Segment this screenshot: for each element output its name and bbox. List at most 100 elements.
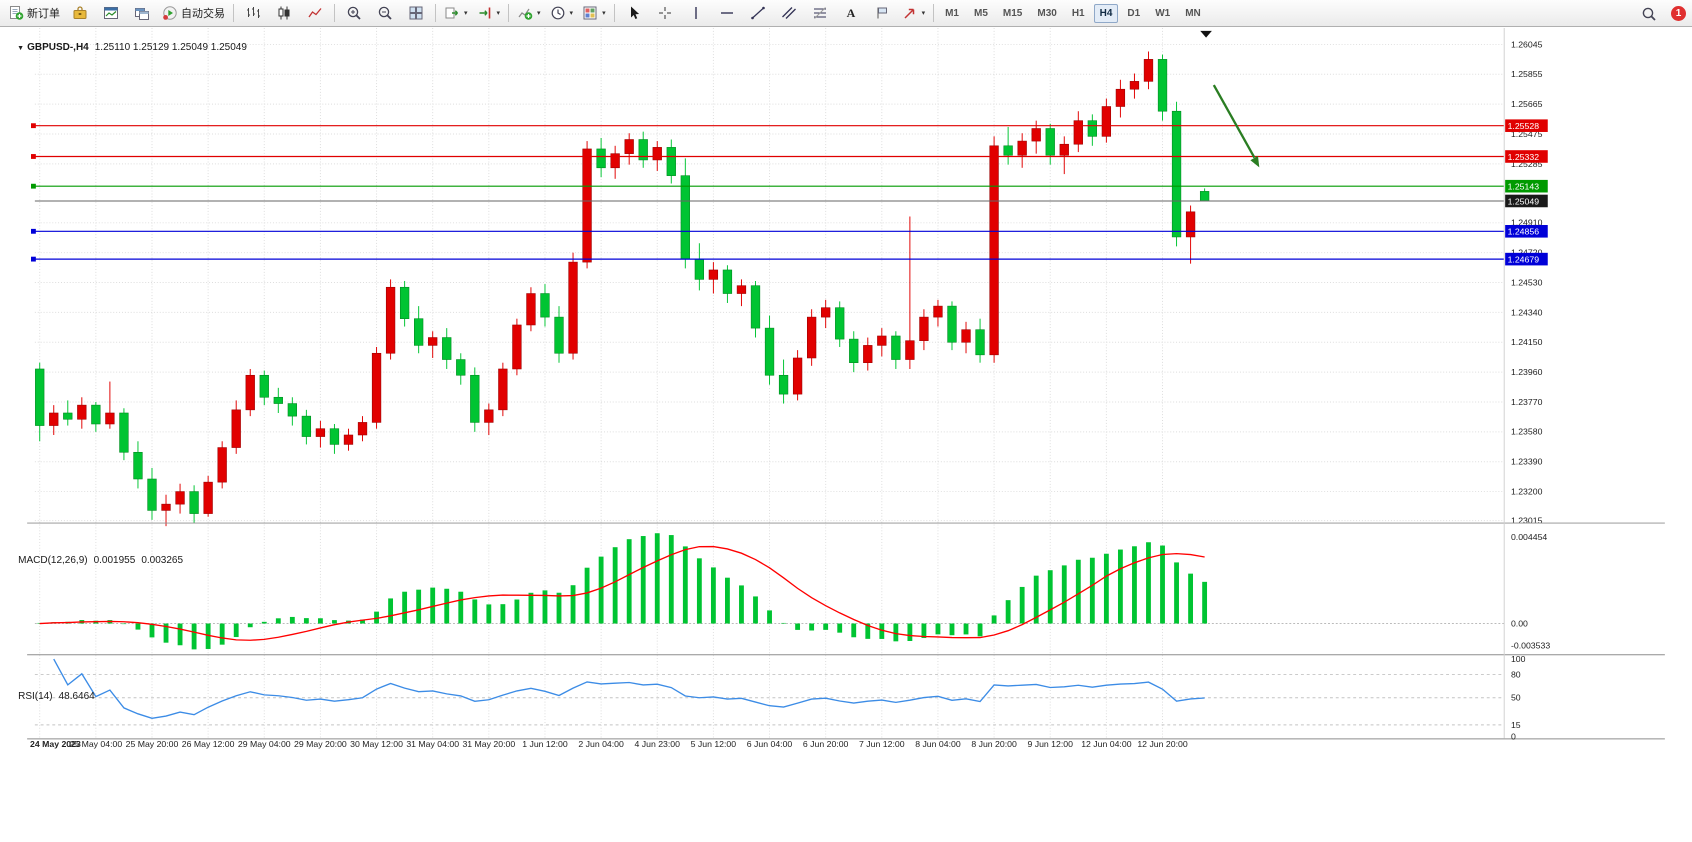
candle-body — [442, 337, 452, 360]
macd-bar — [851, 623, 857, 638]
periods-button[interactable]: ▾ — [546, 1, 578, 25]
candle-body — [1059, 143, 1069, 156]
price-axis-label: 1.24150 — [1511, 337, 1543, 347]
dropdown-caret-icon[interactable]: ▾ — [496, 10, 501, 17]
candle-body — [1157, 59, 1168, 112]
templates-button[interactable]: ▾ — [578, 1, 610, 25]
price-badge-label: 1.25528 — [1508, 121, 1540, 131]
profiles-button[interactable] — [127, 1, 157, 25]
timeframe-m1-button[interactable]: M1 — [945, 7, 959, 19]
macd-bar — [935, 623, 941, 635]
auto-trading-button[interactable]: 自动交易 — [158, 1, 229, 25]
candlestick-chart-button[interactable] — [269, 1, 299, 25]
price-axis-label: 1.23960 — [1511, 367, 1543, 377]
line-anchor-marker — [31, 123, 36, 129]
notification-badge[interactable]: 1 — [1671, 6, 1686, 21]
arrows-button[interactable]: ▾ — [898, 1, 930, 25]
dropdown-caret-icon[interactable]: ▾ — [569, 10, 574, 17]
timeframe-h1-button[interactable]: H1 — [1071, 7, 1085, 19]
objects-layer[interactable] — [31, 30, 1505, 262]
macd-bar — [584, 567, 590, 624]
candle-body — [1171, 110, 1182, 238]
chart-shift-marker[interactable] — [1200, 30, 1212, 38]
timeframe-w1-button[interactable]: W1 — [1155, 7, 1171, 19]
dropdown-caret-icon[interactable]: ▾ — [464, 10, 468, 17]
chart-shift-button[interactable]: ▾ — [473, 1, 505, 25]
dropdown-caret-icon[interactable]: ▾ — [602, 10, 606, 17]
new-order-button[interactable]: 新订单 — [4, 1, 64, 25]
price-axis-label: 1.23390 — [1511, 457, 1543, 467]
time-axis-label: 5 Jun 12:00 — [691, 739, 737, 749]
timeframe-d1-button[interactable]: D1 — [1127, 7, 1141, 19]
macd-bar — [388, 598, 394, 624]
bar-chart-button[interactable] — [238, 1, 268, 25]
macd-bar — [163, 623, 169, 643]
candle-body — [175, 491, 185, 505]
timeframe-m15-button[interactable]: M15 — [1002, 7, 1023, 19]
macd-bar — [668, 535, 674, 624]
candle-body — [849, 338, 859, 363]
zoom-in-button[interactable] — [339, 1, 369, 25]
candle-body — [1087, 120, 1097, 137]
trendline-button[interactable] — [743, 1, 773, 25]
chart-menu-arrow-icon[interactable]: ▼ — [17, 45, 25, 52]
line-chart-button[interactable] — [300, 1, 330, 25]
chart-window-button[interactable] — [96, 1, 126, 25]
line-anchor-marker — [31, 183, 36, 189]
time-axis-label: 9 Jun 12:00 — [1027, 739, 1073, 749]
timeframe-h4-button[interactable]: H4 — [1093, 3, 1119, 23]
timeframe-m30-button[interactable]: M30 — [1037, 7, 1057, 19]
text-label-button[interactable] — [867, 1, 897, 25]
crosshair-icon — [657, 5, 673, 21]
tile-windows-button[interactable] — [401, 1, 431, 25]
macd-bar — [444, 588, 450, 624]
dropdown-caret-icon[interactable]: ▾ — [537, 10, 541, 17]
candle-body — [91, 404, 101, 425]
zoom-in-icon — [346, 5, 362, 21]
indicators-button[interactable]: ▾ — [513, 1, 545, 25]
candle-body — [470, 374, 480, 423]
cursor-button[interactable] — [619, 1, 649, 25]
candle-body — [105, 412, 115, 425]
toolbar-separator — [933, 4, 935, 22]
price-badge — [1505, 194, 1548, 208]
auto-scroll-button[interactable]: ▾ — [440, 1, 472, 25]
candle-body — [1045, 128, 1055, 156]
textlabel-icon — [874, 5, 890, 21]
macd-bar — [1188, 573, 1194, 624]
candles-layer — [35, 51, 1210, 527]
text-button[interactable]: A — [836, 1, 866, 25]
toolbar-right: 1 — [1634, 0, 1686, 27]
toolbar-separator — [334, 4, 335, 22]
rsi-axis-label: 80 — [1511, 669, 1521, 679]
metaeditor-button[interactable] — [65, 1, 95, 25]
fibonacci-button[interactable] — [805, 1, 835, 25]
zoom-out-button[interactable] — [370, 1, 400, 25]
chart-ohlc-label: 1.25110 1.25129 1.25049 1.25049 — [94, 42, 247, 53]
candle-body — [989, 145, 999, 356]
macd-bar — [317, 618, 323, 624]
macd-bar — [205, 623, 211, 649]
rsi-axis-label: 15 — [1511, 720, 1521, 730]
candle-body — [919, 316, 929, 341]
horizontal-line-button[interactable] — [712, 1, 742, 25]
timeframe-mn-button[interactable]: MN — [1185, 7, 1201, 19]
candles-icon — [276, 5, 292, 21]
dropdown-caret-icon[interactable]: ▾ — [921, 10, 926, 17]
timeframe-m5-button[interactable]: M5 — [974, 7, 988, 19]
macd-indicator-label: MACD(12,26,9) 0.001955 0.003265 — [18, 555, 184, 566]
candle-body — [694, 258, 705, 280]
macd-bar — [332, 620, 337, 624]
autotrade-icon — [162, 5, 178, 21]
trend-arrow-annotation[interactable] — [1212, 84, 1256, 159]
vertical-line-button[interactable] — [681, 1, 711, 25]
time-axis-label: 8 Jun 04:00 — [915, 739, 961, 749]
equidistant-channel-button[interactable] — [774, 1, 804, 25]
crosshair-button[interactable] — [650, 1, 680, 25]
search-button[interactable] — [1634, 2, 1664, 26]
candle-body — [189, 491, 199, 514]
arrowtool-icon — [902, 5, 918, 21]
notification-count: 1 — [1675, 8, 1682, 19]
macd-bar — [430, 587, 436, 624]
